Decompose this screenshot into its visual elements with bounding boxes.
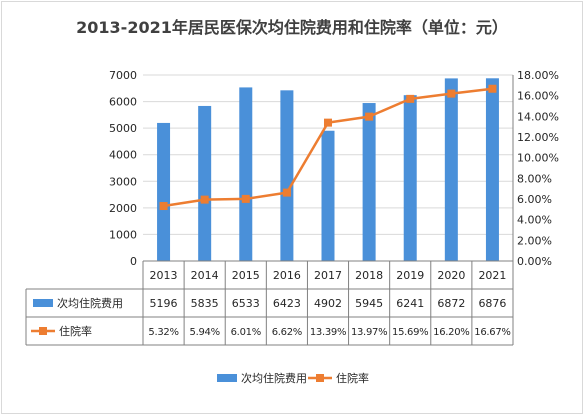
legend: 次均住院费用 住院率: [217, 371, 369, 385]
table-cell: 6876: [478, 297, 506, 310]
table-cell: 6423: [273, 297, 301, 310]
line-marker-2018: [365, 112, 374, 121]
bar-2014: [198, 105, 212, 261]
y-right-tick-label: 4.00%: [517, 214, 552, 227]
table-row-header: 次均住院费用: [57, 296, 123, 310]
table-cell: 6.62%: [272, 327, 302, 338]
y-left-tick-label: 1000: [109, 228, 137, 241]
table-cell: 13.97%: [351, 327, 387, 338]
bar-series: [157, 78, 499, 261]
y-right-tick-label: 6.00%: [517, 193, 552, 206]
y-left-tick-label: 4000: [109, 149, 137, 162]
table-cell: 15.69%: [392, 327, 428, 338]
table-cell: 5945: [355, 297, 383, 310]
table-key-marker: [39, 327, 47, 335]
y-left-tick-label: 2000: [109, 202, 137, 215]
y-left-tick-label: 7000: [109, 69, 137, 82]
table-key-bar: [33, 299, 53, 307]
x-tick-label: 2017: [314, 269, 342, 282]
y-right-tick-label: 18.00%: [517, 69, 559, 82]
line-series: [159, 84, 497, 211]
line-marker-2017: [324, 118, 332, 127]
table-cell: 13.39%: [310, 327, 346, 338]
y-left-tick-label: 3000: [109, 175, 137, 188]
table-cell: 16.20%: [433, 327, 469, 338]
y-left-tick-label: 6000: [109, 96, 137, 109]
table-cell: 5.32%: [148, 327, 178, 338]
table-cell: 6241: [396, 297, 424, 310]
bar-2018: [362, 103, 376, 261]
bar-2016: [280, 90, 294, 261]
x-tick-label: 2016: [273, 269, 301, 282]
table-cell: 4902: [314, 297, 342, 310]
table-cell: 6533: [232, 297, 260, 310]
table-row-header: 住院率: [59, 324, 92, 338]
legend-key-marker: [316, 374, 324, 382]
bar-2013: [157, 122, 171, 261]
bar-2020: [444, 78, 458, 261]
bar-2017: [321, 130, 335, 261]
line-marker-2019: [406, 94, 415, 103]
line-marker-2013: [159, 202, 168, 211]
y-right-tick-label: 0.00%: [517, 255, 552, 268]
y-right-tick-label: 8.00%: [517, 172, 552, 185]
y-right-tick-label: 12.00%: [517, 131, 559, 144]
line-marker-2021: [488, 84, 497, 93]
bar-2015: [239, 87, 253, 261]
bar-2019: [403, 95, 417, 261]
x-tick-label: 2014: [191, 269, 219, 282]
line-marker-2015: [241, 194, 250, 203]
y-left-tick-label: 0: [130, 255, 137, 268]
x-tick-label: 2013: [150, 269, 178, 282]
table-cell: 16.67%: [474, 327, 510, 338]
line-marker-2020: [447, 89, 456, 98]
line-marker-2016: [282, 188, 291, 197]
y-right-tick-label: 10.00%: [517, 152, 559, 165]
legend-label: 住院率: [336, 371, 369, 385]
bar-2021: [485, 78, 499, 261]
y-right-tick-label: 14.00%: [517, 110, 559, 123]
x-tick-label: 2019: [396, 269, 424, 282]
x-tick-label: 2015: [232, 269, 260, 282]
x-tick-label: 2020: [437, 269, 465, 282]
legend-key-bar: [217, 374, 237, 382]
x-tick-label: 2021: [478, 269, 506, 282]
table-cell: 5196: [150, 297, 178, 310]
y-right-tick-label: 2.00%: [517, 234, 552, 247]
x-tick-label: 2018: [355, 269, 383, 282]
axes: 0 1000 2000 3000 4000 5000 6000 7000 0.00% 2.00% 4…: [109, 69, 559, 268]
table-cell: 5835: [191, 297, 219, 310]
legend-label: 次均住院费用: [241, 371, 307, 385]
data-table: 2013 2014 2015 2016 2017 2018 2019 2020 2021 次均住院…: [25, 260, 514, 346]
table-cell: 5.94%: [190, 327, 220, 338]
table-cell: 6872: [437, 297, 465, 310]
y-right-tick-label: 16.00%: [517, 90, 559, 103]
table-cell: 6.01%: [231, 327, 261, 338]
y-left-tick-label: 5000: [109, 122, 137, 135]
chart-title: 2013-2021年居民医保次均住院费用和住院率（单位：元）: [76, 18, 508, 37]
line-marker-2014: [200, 195, 209, 204]
